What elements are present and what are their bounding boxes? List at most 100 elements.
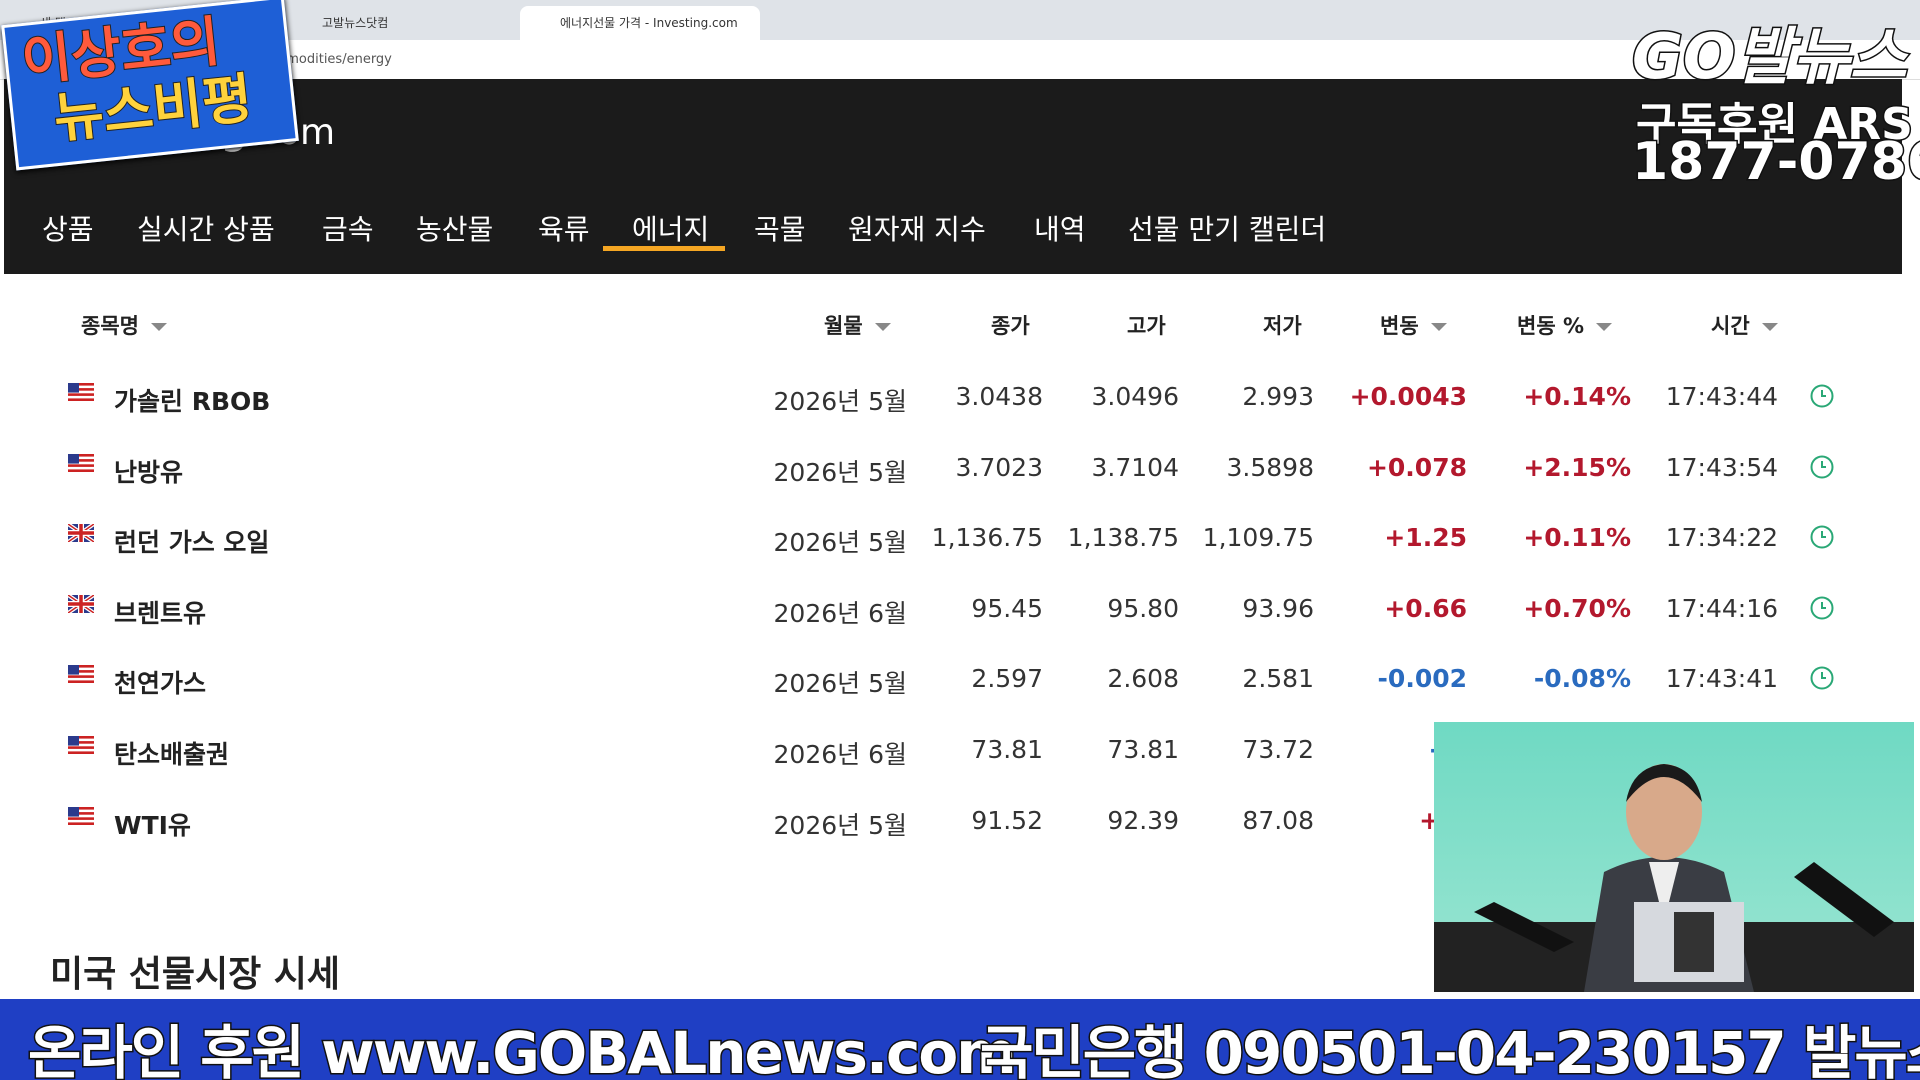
cell-value: 17:44:16 xyxy=(1665,593,1778,623)
url[interactable]: nmodities/energy xyxy=(278,52,392,67)
header-text: 시간 xyxy=(1711,314,1750,338)
instrument-name[interactable]: WTI유 xyxy=(114,810,191,840)
nav-item[interactable]: 원자재 지수 xyxy=(848,213,986,246)
header-text: 월물 xyxy=(824,314,863,338)
cell-value: 2.597 xyxy=(971,664,1043,694)
cell-value: 87.08 xyxy=(1242,805,1314,835)
cell-value: 3.7104 xyxy=(1091,452,1179,482)
header-text: 저가 xyxy=(1263,314,1302,338)
cell-value: 92.39 xyxy=(1107,805,1179,835)
header-text: 고가 xyxy=(1127,314,1166,338)
cell-value: 73.81 xyxy=(1107,735,1179,764)
instrument-name[interactable]: 탄소배출권 xyxy=(114,740,230,769)
nav-item[interactable]: 상품 xyxy=(42,213,94,246)
presenter xyxy=(1434,764,1914,992)
banner xyxy=(0,999,1920,1080)
column-header[interactable]: 종목명 xyxy=(81,310,167,340)
flag-us xyxy=(68,383,94,401)
cell-value: +0.0043 xyxy=(1349,382,1467,411)
column-header[interactable]: 시간 xyxy=(1711,310,1778,340)
overlay-line: 1877-0786 xyxy=(1630,131,1920,194)
cell-value: 1,109.75 xyxy=(1202,523,1314,553)
shirt xyxy=(1649,862,1679,922)
nav-item[interactable]: 곡물 xyxy=(754,213,806,246)
nav-item[interactable]: 금속 xyxy=(322,213,374,246)
cell-value: 2.993 xyxy=(1242,382,1314,411)
cell-value: 1,138.75 xyxy=(1067,523,1179,553)
cell-value: 3.0496 xyxy=(1091,382,1179,411)
cell-value: 2.608 xyxy=(1107,664,1179,694)
header-text: 종목명 xyxy=(81,314,139,338)
cell-value: 17:43:44 xyxy=(1665,382,1778,411)
instrument-name[interactable]: 천연가스 xyxy=(114,669,207,699)
nav-item[interactable]: 선물 만기 캘린더 xyxy=(1128,213,1327,246)
cell-value: -0.002 xyxy=(1377,664,1467,694)
cell-value: 17:34:22 xyxy=(1665,523,1778,553)
column-header: 고가 xyxy=(1127,310,1166,340)
cell-value: +0.11% xyxy=(1523,523,1631,553)
section-title: 미국 선물시장 시세 xyxy=(50,954,341,995)
cell-value: +1.25 xyxy=(1384,523,1467,553)
cell-value: 2026년 5월 xyxy=(773,810,907,840)
nav-item[interactable]: 내역 xyxy=(1034,213,1086,246)
nav-underline xyxy=(603,246,725,251)
browser-tab[interactable]: 에너지선물 가격 - Investing.com xyxy=(520,6,760,40)
sort-caret xyxy=(150,323,167,331)
cell-value: 1,136.75 xyxy=(931,523,1043,553)
sort-caret xyxy=(1761,323,1778,331)
cell-value: 2026년 6월 xyxy=(773,740,907,769)
cell-value: +0.078 xyxy=(1366,452,1467,482)
cell-value: 2.581 xyxy=(1242,664,1314,694)
video-inset xyxy=(1434,722,1914,992)
cell-value: -0.08% xyxy=(1533,664,1631,694)
header-text: 변동 xyxy=(1380,314,1419,338)
overlay-line: 구독후원 ARS xyxy=(1635,98,1915,152)
instrument-name[interactable]: 런던 가스 오일 xyxy=(114,528,270,558)
nav-item[interactable]: 농산물 xyxy=(416,213,494,246)
column-header[interactable]: 월물 xyxy=(824,310,891,340)
column-header: 종가 xyxy=(991,310,1030,340)
flag-us xyxy=(68,453,94,472)
flag-uk xyxy=(68,524,94,543)
clock-icon xyxy=(1810,384,1834,408)
clock-icon xyxy=(1810,596,1834,620)
sort-caret xyxy=(874,323,891,331)
column-header: 저가 xyxy=(1263,310,1302,340)
cell-value: 2026년 5월 xyxy=(773,528,907,558)
mic xyxy=(1794,862,1894,937)
banner-right: 국민은행 090501-04-230157 발뉴스 xyxy=(978,1018,1920,1080)
cell-value: 2026년 5월 xyxy=(773,457,907,487)
cell-value: 2026년 6월 xyxy=(773,598,907,628)
overlay-brand: GO발뉴스 xyxy=(1631,19,1909,95)
cell-value: +0.14% xyxy=(1523,382,1631,411)
cell-value: 2026년 5월 xyxy=(773,669,907,699)
instrument-name[interactable]: 브렌트유 xyxy=(114,598,207,628)
browser-tab[interactable]: 고발뉴스닷컴 xyxy=(322,16,389,30)
overlay-left: 이상호의 뉴스비평 xyxy=(1,0,299,171)
column-header[interactable]: 변동 % xyxy=(1517,310,1612,340)
instrument-name[interactable]: 난방유 xyxy=(114,457,184,487)
nav-item[interactable]: 실시간 상품 xyxy=(137,213,275,246)
tab-bar xyxy=(0,0,1920,40)
sort-caret xyxy=(1596,323,1612,331)
book xyxy=(1674,912,1714,972)
device xyxy=(1474,902,1574,952)
nav-item[interactable]: 육류 xyxy=(538,213,590,246)
flag-us xyxy=(68,806,94,825)
address-bar[interactable] xyxy=(0,40,1920,80)
instrument-name[interactable]: 가솔린 RBOB xyxy=(114,387,271,416)
nav-item[interactable]: 에너지 xyxy=(632,213,710,246)
hair xyxy=(1626,764,1702,802)
cell-value: +2.15% xyxy=(1523,452,1631,482)
cell-value: 73.81 xyxy=(971,735,1043,764)
head xyxy=(1626,764,1702,860)
cell-value: 3.7023 xyxy=(955,452,1043,482)
column-header[interactable]: 변동 xyxy=(1380,310,1447,340)
cell-value: 17:43:41 xyxy=(1665,664,1778,694)
flag-us xyxy=(68,665,94,684)
flag-us xyxy=(68,736,94,754)
site-header xyxy=(4,79,1902,274)
